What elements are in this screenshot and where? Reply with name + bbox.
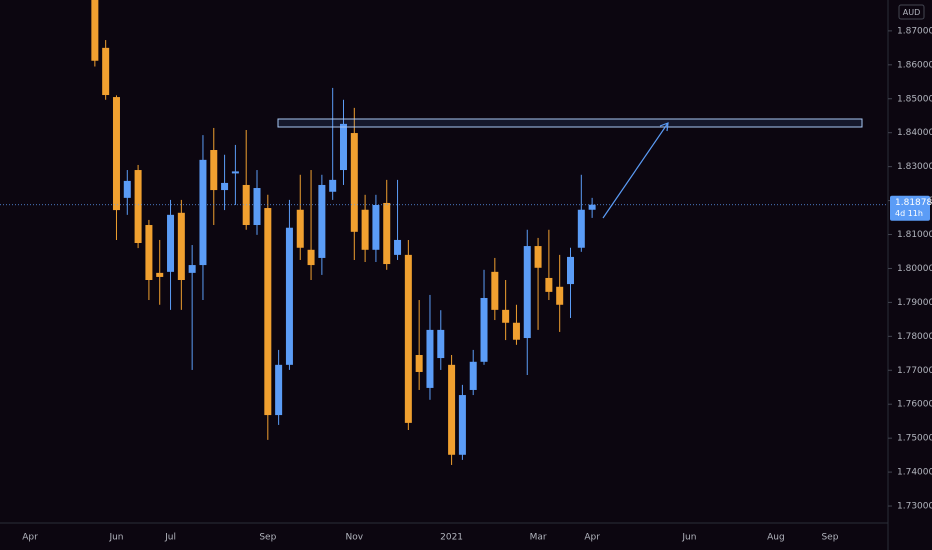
candle-body (502, 309, 510, 323)
candle-body (112, 97, 120, 211)
candle-body (102, 47, 110, 96)
x-tick-label: Jul (164, 533, 176, 543)
candle-body (339, 123, 347, 171)
x-tick-label: Sep (259, 533, 276, 543)
candle-body (512, 322, 520, 340)
candle-body (545, 277, 553, 292)
currency-label: AUD (903, 8, 921, 17)
candle-body (480, 297, 488, 362)
candle-body (329, 179, 337, 192)
candle-body (350, 133, 358, 232)
candle-body (556, 286, 564, 305)
x-tick-label: Sep (821, 533, 838, 543)
x-tick-label: Jun (108, 533, 123, 543)
candle-body (221, 182, 229, 191)
x-tick-label: Mar (530, 533, 547, 543)
x-tick-label: Aug (767, 533, 785, 543)
projection-arrow (602, 122, 669, 219)
arrow-head (659, 122, 669, 132)
candle-body (394, 239, 402, 255)
candle-body (577, 209, 585, 248)
last-price-tag (890, 195, 930, 221)
candle-body (469, 361, 477, 390)
candle-body (134, 170, 142, 244)
y-tick-label: 1.74000 (897, 468, 932, 478)
y-tick-label: 1.73000 (897, 502, 932, 512)
y-tick-label: 1.75000 (897, 434, 932, 444)
y-tick-label: 1.87000 (897, 26, 932, 36)
candle-body (210, 150, 218, 191)
candle-body (415, 355, 423, 372)
candle-body (318, 184, 326, 258)
candle-body (275, 364, 283, 416)
y-tick-label: 1.83000 (897, 162, 932, 172)
x-tick-label: Apr (584, 533, 600, 543)
currency-box (898, 4, 925, 20)
y-tick-label: 1.85000 (897, 94, 932, 104)
x-tick-label: Jun (681, 533, 696, 543)
candle-body (188, 265, 196, 273)
y-tick-label: 1.76000 (897, 400, 932, 410)
y-tick-label: 1.77000 (897, 366, 932, 376)
plot-area: 1.73000 1.74000 1.75000 1.76000 1.77000 1.780… (22, 0, 932, 543)
candle-body (437, 329, 445, 359)
candle-body (285, 227, 293, 365)
x-tick-label: 2021 (440, 533, 463, 543)
y-tick-label: 1.84000 (897, 128, 932, 138)
candle-body (458, 395, 466, 455)
candle-body (426, 329, 434, 388)
y-tick-label: 1.86000 (897, 60, 932, 70)
candle-body (231, 171, 239, 174)
candle-body (372, 204, 380, 250)
countdown-label: 4d 11h (895, 209, 923, 218)
x-tick-label: Nov (346, 533, 364, 543)
y-tick-label: 1.81000 (897, 230, 932, 240)
candle-body (91, 0, 99, 61)
candle-body (253, 188, 261, 226)
candle-body (491, 271, 499, 310)
candle-body (307, 249, 315, 266)
candle-body (588, 204, 596, 210)
candle-body (523, 246, 531, 339)
candle-body (156, 272, 164, 277)
candle-body (567, 256, 574, 285)
candle-body (383, 202, 391, 265)
y-tick-label: 1.80000 (897, 264, 932, 274)
resistance-zone (277, 118, 863, 128)
candle-body (145, 225, 153, 280)
candle-body (361, 209, 369, 250)
x-tick-label: Apr (22, 533, 38, 543)
candle-body (534, 246, 542, 268)
candle-body (404, 254, 412, 423)
candle-body (448, 364, 456, 455)
candle-body (264, 208, 272, 416)
candle-body (167, 214, 175, 272)
candle-body (199, 159, 207, 266)
candle-body (296, 209, 304, 248)
y-tick-label: 1.78000 (897, 332, 932, 342)
y-tick-label: 1.79000 (897, 298, 932, 308)
candle-body (123, 180, 131, 198)
candle-body (177, 212, 185, 280)
last-price-label: 1.81878 (895, 198, 932, 208)
